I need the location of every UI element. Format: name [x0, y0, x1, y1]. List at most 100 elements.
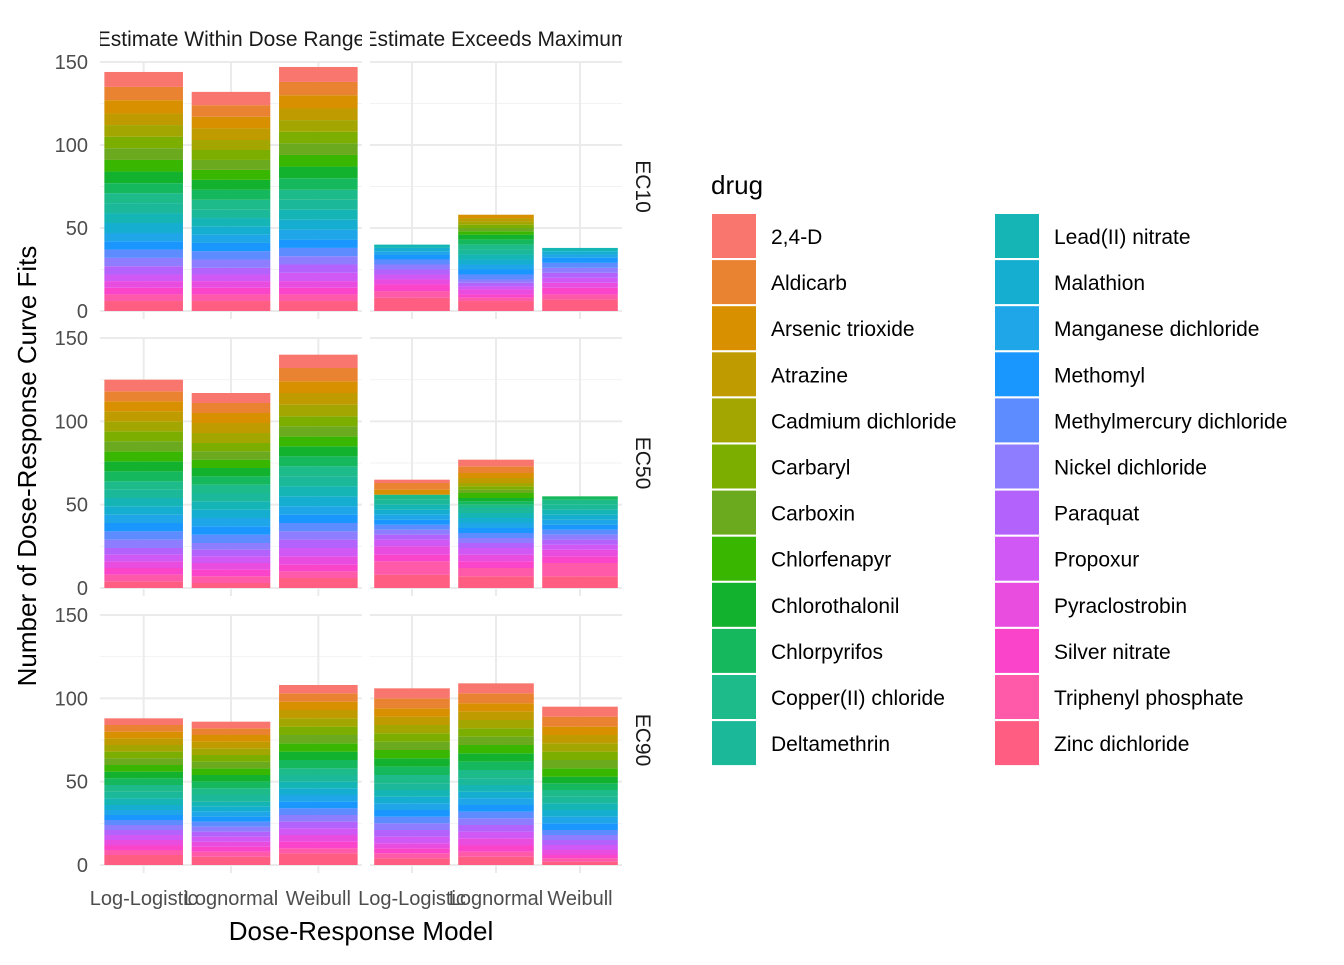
bar-segment-cadmium-dichloride	[374, 725, 450, 734]
legend-key	[995, 260, 1039, 305]
bar-segment-malathion	[458, 259, 534, 265]
bar-segment-triphenyl-phosphate	[458, 568, 534, 577]
bar-segment-carbaryl	[279, 726, 358, 735]
bar-segment-arsenic-trioxide	[191, 116, 271, 129]
bar-segment-manganese-dichloride	[279, 506, 358, 515]
bar-segment-copper-ii-chloride	[191, 484, 271, 493]
x-tick-label: Weibull	[547, 888, 612, 910]
bar-segment-methomyl	[542, 823, 618, 830]
bar-segment-zinc-dichloride	[279, 853, 358, 865]
bar-segment-triphenyl-phosphate	[458, 851, 534, 857]
bar-segment-arsenic-trioxide	[279, 701, 358, 710]
bar-segment-methomyl	[542, 257, 618, 263]
bar-segment-chlorothalonil	[191, 179, 271, 190]
bar-segment-deltamethrin	[104, 489, 183, 498]
bar-segment-methomyl	[458, 528, 534, 533]
bar-segment-malathion	[374, 509, 450, 515]
bar-segment-carboxin	[279, 426, 358, 437]
bar-segment-propoxur	[104, 554, 183, 562]
x-tick-label: Lognormal	[184, 888, 279, 910]
bar-segment-silver-nitrate	[374, 284, 450, 292]
bar-segment-carboxin	[191, 761, 271, 769]
bar-segment-methylmercury-dichloride	[104, 249, 183, 258]
legend-key	[995, 352, 1039, 397]
bar-segment-methylmercury-dichloride	[279, 247, 358, 257]
bar-segment-chlorpyrifos	[191, 476, 271, 485]
bar-segment-pyraclostrobin	[374, 546, 450, 555]
bar-segment-chlorothalonil	[191, 775, 271, 782]
legend-key	[995, 398, 1039, 443]
bar-segment-aldicarb	[542, 716, 618, 727]
bar-segment-paraquat	[104, 266, 183, 275]
bar-segment-chlorothalonil	[104, 171, 183, 184]
bar-segment-silver-nitrate	[458, 294, 534, 298]
bar-segment-malathion	[104, 805, 183, 810]
bar-segment-triphenyl-phosphate	[191, 294, 271, 302]
bar-segment-propoxur	[104, 835, 183, 840]
bar-segment-nickel-dichloride	[458, 279, 534, 283]
bar-segment-chlorothalonil	[191, 468, 271, 477]
bar-segment-propoxur	[542, 544, 618, 550]
bar-segment-cadmium-dichloride	[279, 120, 358, 132]
bar-segment-silver-nitrate	[191, 569, 271, 577]
legend-key	[712, 306, 756, 351]
bar-segment-manganese-dichloride	[104, 514, 183, 523]
bar-segment-manganese-dichloride	[374, 514, 450, 520]
bar-segment-deltamethrin	[458, 508, 534, 513]
y-tick-label: 150	[55, 52, 88, 74]
legend-label: Carboxin	[771, 503, 855, 526]
x-tick-label: Log-Logistic	[90, 888, 198, 910]
bar-segment-nickel-dichloride	[191, 826, 271, 832]
bar-segment-atrazine	[279, 393, 358, 405]
bar-segment-deltamethrin	[191, 493, 271, 502]
bar-segment-2-4-d	[542, 706, 618, 717]
legend-label: Chlorpyrifos	[771, 641, 883, 664]
bar-segment-cadmium-dichloride	[104, 421, 183, 432]
bar-segment-chlorpyrifos	[191, 189, 271, 200]
facet-row-label: EC90	[631, 714, 654, 767]
bar-segment-chlorothalonil	[104, 771, 183, 779]
bar-segment-chlorfenapyr	[374, 750, 450, 759]
bar-segment-zinc-dichloride	[542, 299, 618, 311]
bar-segment-2-4-d	[191, 721, 271, 729]
bar-segment-methylmercury-dichloride	[374, 259, 450, 265]
legend-key	[995, 536, 1039, 581]
bar-segment-zinc-dichloride	[104, 855, 183, 865]
bar-segment-2-4-d	[279, 354, 358, 368]
legend-label: Nickel dichloride	[1054, 457, 1207, 480]
bar-segment-methylmercury-dichloride	[191, 821, 271, 827]
y-tick-label: 0	[77, 578, 88, 600]
x-axis-title: Dose-Response Model	[229, 916, 493, 946]
bar-segment-chlorpyrifos	[374, 766, 450, 775]
bar-segment-chlorfenapyr	[279, 743, 358, 752]
bar-segment-nickel-dichloride	[279, 815, 358, 822]
bar-segment-silver-nitrate	[104, 287, 183, 295]
bar-segment-methomyl	[191, 526, 271, 535]
bar-segment-nickel-dichloride	[104, 539, 183, 548]
bar-segment-methylmercury-dichloride	[191, 251, 271, 260]
legend-key	[995, 490, 1039, 535]
bar-segment-aldicarb	[104, 86, 183, 101]
legend-label: Deltamethrin	[771, 733, 890, 756]
bar-segment-methomyl	[279, 514, 358, 523]
bar-segment-chlorpyrifos	[104, 183, 183, 194]
bar-segment-pyraclostrobin	[458, 838, 534, 845]
bar-segment-propoxur	[542, 845, 618, 850]
bar-segment-chlorothalonil	[458, 498, 534, 502]
bar-segment-chlorothalonil	[279, 446, 358, 457]
bar-segment-carboxin	[279, 735, 358, 744]
facet-row-label: EC50	[631, 437, 654, 490]
bar-segment-triphenyl-phosphate	[374, 853, 450, 859]
bar-segment-zinc-dichloride	[458, 301, 534, 311]
bar-segment-deltamethrin	[279, 476, 358, 487]
bar-segment-lead-ii-nitrate	[458, 785, 534, 792]
bar-segment-nickel-dichloride	[104, 257, 183, 267]
bar-segment-nickel-dichloride	[191, 259, 271, 268]
bar-segment-nickel-dichloride	[279, 531, 358, 540]
facet-row-label: EC10	[631, 160, 654, 213]
legend-label: Lead(II) nitrate	[1054, 226, 1191, 249]
bar-segment-chlorpyrifos	[542, 783, 618, 790]
bar-segment-chlorfenapyr	[191, 169, 271, 180]
bar-segment-malathion	[542, 514, 618, 520]
legend-key	[712, 536, 756, 581]
